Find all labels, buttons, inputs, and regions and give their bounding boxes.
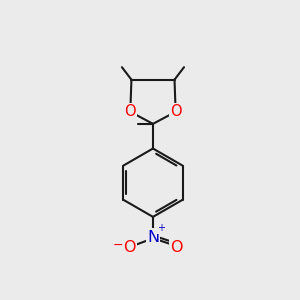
Text: O: O (170, 104, 182, 119)
Text: −: − (112, 238, 123, 252)
Text: O: O (170, 240, 183, 255)
Text: +: + (157, 223, 165, 233)
Text: O: O (123, 240, 135, 255)
Text: N: N (147, 230, 159, 244)
Text: O: O (124, 104, 136, 119)
